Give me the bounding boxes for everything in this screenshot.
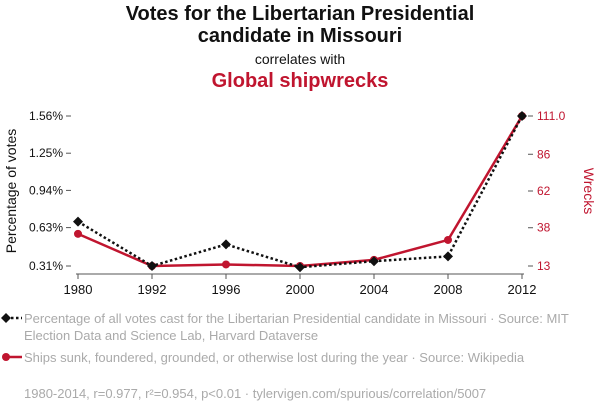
legend-votes-text: Percentage of all votes cast for the Lib… xyxy=(24,311,569,343)
right-tick-label: 62 xyxy=(537,184,551,198)
left-tick-label: 0.63% xyxy=(29,221,63,235)
point-votes xyxy=(295,262,305,273)
x-tick-label: 2012 xyxy=(508,282,537,297)
x-tick-label: 1980 xyxy=(64,282,93,297)
point-votes xyxy=(517,111,527,121)
right-tick-label: 111.0 xyxy=(537,109,566,123)
series-line-votes xyxy=(77,115,524,269)
correlation-footer: 1980-2014, r=0.977, r²=0.954, p<0.01 · t… xyxy=(24,386,487,401)
x-tick-label: 1992 xyxy=(138,282,167,297)
legend-entry-wrecks: Ships sunk, foundered, grounded, or othe… xyxy=(24,349,584,366)
legend-wrecks-text: Ships sunk, foundered, grounded, or othe… xyxy=(24,350,525,365)
right-axis-label: Wrecks xyxy=(581,168,597,214)
right-tick-label: 38 xyxy=(537,221,551,235)
point-votes xyxy=(369,256,379,267)
chart-title-line-1: Votes for the Libertarian Presidential xyxy=(125,3,475,25)
left-tick-label: 1.56% xyxy=(29,109,63,123)
legend-votes-marker xyxy=(1,313,11,323)
left-axis-label: Percentage of votes xyxy=(3,129,19,254)
legend-entry-votes: Percentage of all votes cast for the Lib… xyxy=(24,310,584,344)
point-wrecks xyxy=(74,229,82,238)
x-tick-label: 2000 xyxy=(286,282,315,297)
point-wrecks xyxy=(222,260,230,269)
point-votes xyxy=(443,251,453,262)
legend-wrecks-marker xyxy=(2,353,10,361)
correlates-with-label: correlates with xyxy=(254,51,346,67)
point-votes xyxy=(221,239,231,250)
left-tick-label: 0.31% xyxy=(29,259,63,273)
series-line-wrecks xyxy=(77,115,524,268)
point-votes xyxy=(147,261,157,271)
point-wrecks xyxy=(444,235,452,244)
left-tick-label: 0.94% xyxy=(29,183,63,197)
left-tick-label: 1.25% xyxy=(29,146,63,160)
x-tick-label: 1996 xyxy=(212,282,241,297)
right-tick-label: 86 xyxy=(537,147,551,161)
x-tick-label: 2004 xyxy=(360,282,389,297)
chart-title-line-2: candidate in Missouri xyxy=(197,25,403,47)
chart-subtitle: Global shipwrecks xyxy=(211,70,389,92)
point-votes xyxy=(73,216,83,227)
x-tick-label: 2008 xyxy=(434,282,463,297)
right-tick-label: 13 xyxy=(537,259,551,273)
